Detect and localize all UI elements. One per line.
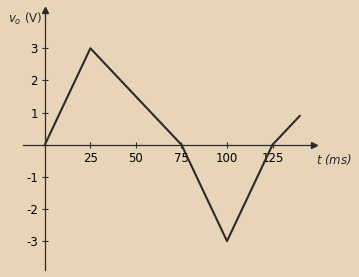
Text: $t$ (ms): $t$ (ms) (316, 152, 352, 167)
Text: $v_o$ (V): $v_o$ (V) (8, 11, 42, 27)
